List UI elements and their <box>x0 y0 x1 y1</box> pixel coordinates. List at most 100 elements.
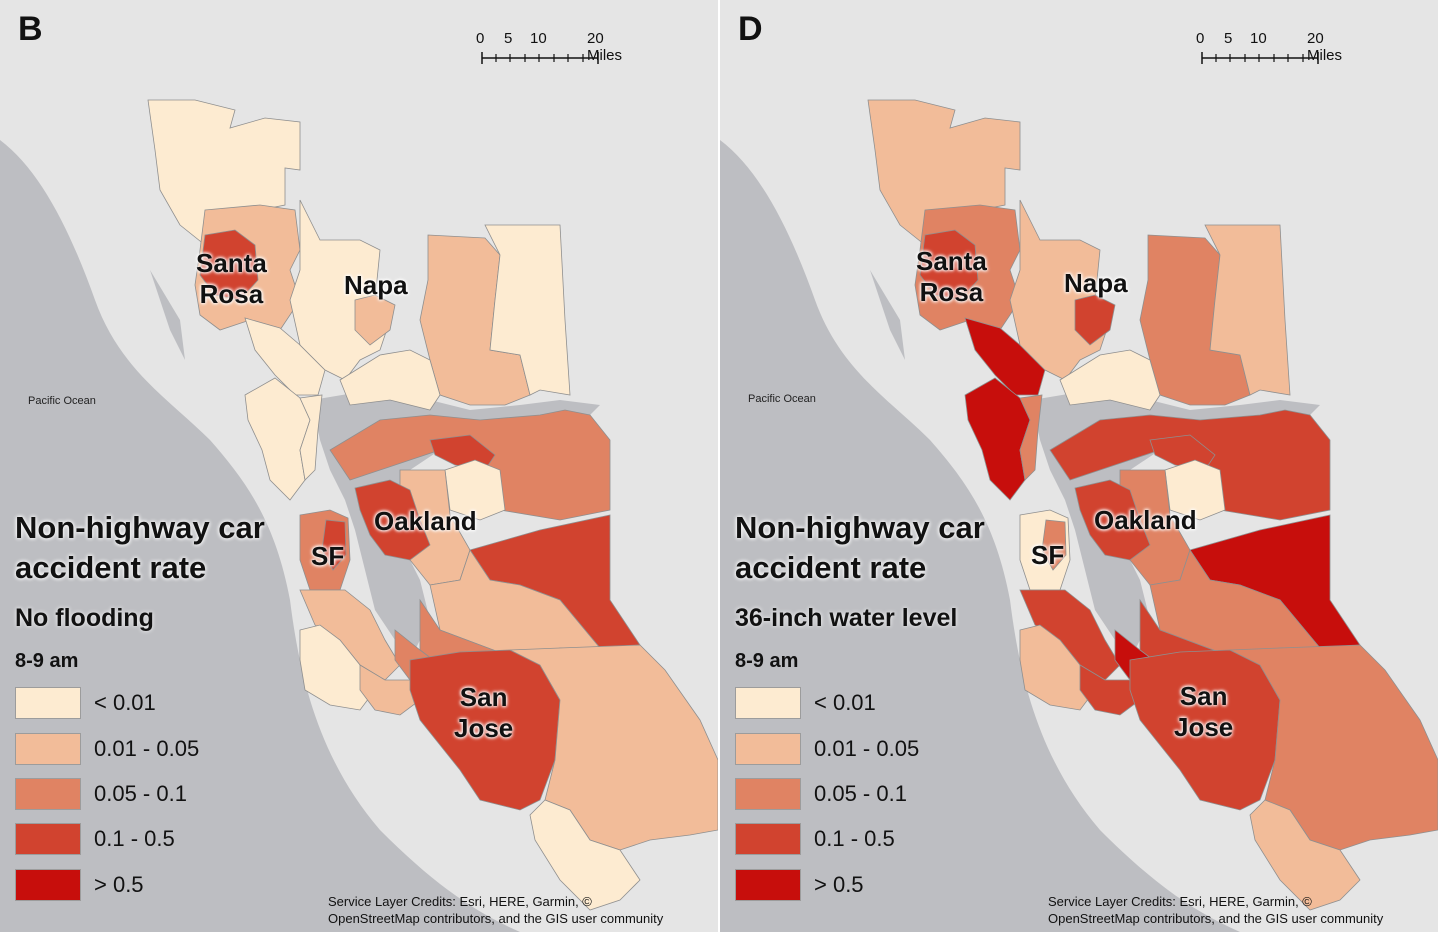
legend-label: 0.05 - 0.1 <box>94 781 187 806</box>
legend-label: > 0.5 <box>94 872 144 897</box>
city-label-santa-rosa-line-1: Santa <box>196 248 267 278</box>
legend-swatch <box>15 823 81 855</box>
regions <box>867 99 1438 911</box>
scale-label-5: 5 <box>1224 30 1233 47</box>
service-credits-line-1: Service Layer Credits: Esri, HERE, Garmi… <box>1048 894 1312 909</box>
legend-time: 8-9 am <box>735 650 799 672</box>
region-vallejo <box>1059 349 1161 411</box>
scale-ruler <box>1201 52 1319 64</box>
city-label-santa-rosa: Santa Rosa <box>196 248 267 310</box>
scale-bar: 0 5 10 20 Miles <box>470 30 622 70</box>
city-label-san-jose: San Jose <box>1174 681 1233 743</box>
legend-swatch <box>735 687 801 719</box>
region-south-county <box>1249 799 1361 911</box>
map-panel-b: B 0 5 10 20 Miles Pacific Ocean Santa <box>0 0 718 932</box>
region-walnut-creek <box>1164 459 1226 521</box>
legend-scenario: No flooding <box>15 604 154 632</box>
city-label-oakland: Oakland <box>374 506 477 536</box>
legend-swatch <box>735 733 801 765</box>
city-label-napa: Napa <box>344 270 408 300</box>
legend-swatch <box>15 733 81 765</box>
legend-title-line-1: Non-highway car <box>735 510 985 545</box>
legend-time: 8-9 am <box>15 650 79 672</box>
map-canvas <box>720 99 1438 932</box>
panel-letter: B <box>18 10 43 48</box>
scale-label-5: 5 <box>504 30 513 47</box>
city-label-san-jose-line-2: Jose <box>454 713 514 743</box>
scale-label-10: 10 <box>1250 30 1267 47</box>
city-label-san-jose: San Jose <box>454 682 513 744</box>
region-petaluma <box>964 317 1046 396</box>
region-solano-east <box>1204 224 1291 396</box>
legend-swatch <box>15 687 81 719</box>
panel-letter: D <box>738 10 763 48</box>
legend-label: 0.01 - 0.05 <box>94 736 200 761</box>
legend-title-line-1: Non-highway car <box>15 510 265 545</box>
map-canvas <box>0 99 718 932</box>
city-label-san-jose-line-1: San <box>459 682 508 712</box>
pacific-water <box>0 140 520 932</box>
legend-label: < 0.01 <box>94 690 156 715</box>
legend-label: > 0.5 <box>814 872 864 897</box>
scale-label-20: 20 Miles <box>1307 30 1343 64</box>
service-credits: Service Layer Credits: Esri, HERE, Garmi… <box>328 893 663 927</box>
city-label-santa-rosa-line-2: Rosa <box>199 279 264 309</box>
map-panel-d: D 0 5 10 20 Miles Pacific Ocean Santa <box>720 0 1438 932</box>
region-sf-core <box>321 519 347 571</box>
city-label-santa-rosa: Santa Rosa <box>916 246 987 308</box>
region-santa-clara-east <box>1229 644 1438 851</box>
ocean-label: Pacific Ocean <box>28 395 96 407</box>
legend-swatch <box>15 778 81 810</box>
scale-label-10: 10 <box>530 30 547 47</box>
scale-label-0: 0 <box>1196 30 1205 47</box>
region-santa-rosa-core <box>199 229 259 301</box>
legend-label: 0.01 - 0.05 <box>814 736 920 761</box>
scale-ruler <box>481 52 599 64</box>
region-santa-clara-east <box>509 644 718 851</box>
region-oakland-core <box>1074 479 1151 561</box>
legend-label: < 0.01 <box>814 690 876 715</box>
region-santa-rosa-core <box>919 229 979 301</box>
region-sf-core <box>1041 519 1067 571</box>
pacific-water <box>720 140 1240 932</box>
region-peninsula-south <box>1079 664 1141 716</box>
legend-swatch <box>735 778 801 810</box>
legend-swatch <box>735 869 801 901</box>
city-label-san-jose-line-2: Jose <box>1174 712 1234 742</box>
service-credits-line-2: OpenStreetMap contributors, and the GIS … <box>1048 911 1384 926</box>
region-marin-coast <box>964 377 1031 501</box>
legend-title: Non-highway car accident rate <box>735 508 985 588</box>
city-label-sf: SF <box>1031 540 1065 570</box>
city-label-san-jose-line-1: San <box>1179 681 1228 711</box>
city-label-sf: SF <box>311 541 345 571</box>
legend-title-line-2: accident rate <box>735 550 927 585</box>
region-vallejo <box>339 349 441 411</box>
legend-scenario: 36-inch water level <box>735 604 958 632</box>
city-label-santa-rosa-line-1: Santa <box>916 246 987 276</box>
legend-label: 0.1 - 0.5 <box>814 826 895 851</box>
city-label-santa-rosa-line-2: Rosa <box>919 277 984 307</box>
legend-swatch <box>735 823 801 855</box>
legend-title: Non-highway car accident rate <box>15 508 265 588</box>
region-napa-city <box>354 294 396 346</box>
region-marin-east <box>299 394 323 481</box>
region-walnut-creek <box>444 459 506 521</box>
city-label-napa: Napa <box>1064 268 1128 298</box>
scale-label-20: 20 Miles <box>587 30 623 64</box>
legend-label: 0.05 - 0.1 <box>814 781 907 806</box>
scale-bar: 0 5 10 20 Miles <box>1190 30 1342 70</box>
tomales-bay <box>150 270 185 360</box>
legend-swatch <box>15 869 81 901</box>
region-south-county <box>529 799 641 911</box>
region-solano-east <box>484 224 571 396</box>
region-oakland-core <box>354 479 431 561</box>
regions <box>147 99 718 911</box>
legend-title-line-2: accident rate <box>15 550 207 585</box>
region-napa-city <box>1074 294 1116 346</box>
region-marin-east <box>1019 394 1043 481</box>
service-credits-line-1: Service Layer Credits: Esri, HERE, Garmi… <box>328 894 592 909</box>
legend-label: 0.1 - 0.5 <box>94 826 175 851</box>
tomales-bay <box>870 270 905 360</box>
service-credits-line-2: OpenStreetMap contributors, and the GIS … <box>328 911 664 926</box>
